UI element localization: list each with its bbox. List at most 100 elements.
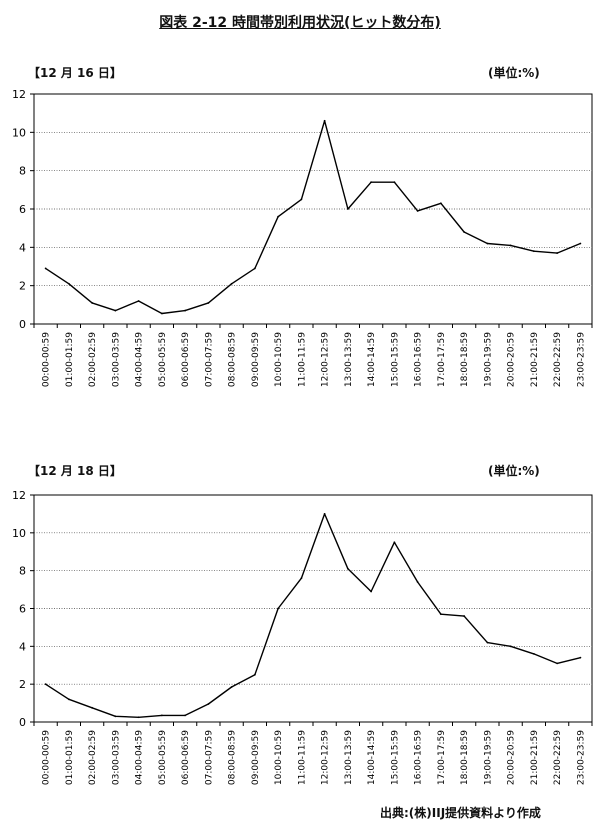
- data-point: [230, 282, 233, 285]
- data-point: [370, 181, 373, 184]
- data-point: [207, 302, 210, 304]
- data-point: [556, 662, 559, 665]
- x-tick-label: 14:00-14:59: [367, 332, 377, 387]
- x-tick-label: 14:00-14:59: [367, 730, 377, 785]
- x-tick-label: 09:00-09:59: [251, 332, 261, 387]
- data-point: [137, 300, 140, 302]
- x-tick-label: 11:00-11:59: [297, 730, 307, 785]
- unit-label-2: (単位:%): [488, 464, 540, 478]
- x-tick-label: 11:00-11:59: [297, 332, 307, 387]
- data-point: [370, 590, 373, 593]
- y-tick-label: 12: [12, 489, 26, 502]
- data-point: [160, 312, 163, 315]
- y-tick-label: 10: [12, 126, 26, 139]
- x-tick-label: 04:00-04:59: [135, 730, 145, 785]
- data-point: [323, 119, 326, 122]
- source-note: 出典:(株)IIJ提供資料より作成: [380, 806, 541, 820]
- data-point: [556, 252, 559, 254]
- x-tick-label: 09:00-09:59: [251, 730, 261, 785]
- x-tick-label: 05:00-05:59: [158, 332, 168, 387]
- data-point: [509, 244, 512, 247]
- x-tick-label: 05:00-05:59: [158, 730, 168, 785]
- data-point: [346, 208, 349, 210]
- y-tick-label: 12: [12, 88, 26, 101]
- data-point: [579, 242, 582, 245]
- x-tick-label: 16:00-16:59: [414, 730, 424, 785]
- panel-label-1: 【12 月 16 日】: [28, 66, 122, 80]
- data-point: [486, 242, 489, 245]
- data-point: [91, 302, 94, 304]
- data-point: [253, 267, 256, 270]
- data-point: [532, 250, 535, 253]
- data-point: [114, 309, 117, 312]
- data-point: [393, 541, 396, 544]
- data-point: [416, 210, 419, 212]
- data-point: [44, 683, 47, 686]
- data-point: [230, 686, 233, 688]
- x-tick-label: 02:00-02:59: [88, 332, 98, 387]
- x-tick-label: 03:00-03:59: [111, 332, 121, 387]
- data-point: [44, 267, 47, 270]
- plot-area-dec18: [33, 494, 593, 723]
- x-tick-label: 04:00-04:59: [135, 332, 145, 387]
- x-tick-label: 07:00-07:59: [204, 332, 214, 387]
- data-point: [184, 714, 187, 717]
- data-point: [277, 607, 280, 610]
- data-point: [160, 714, 163, 717]
- data-point: [67, 698, 70, 701]
- data-point: [463, 615, 466, 617]
- data-point: [300, 198, 303, 201]
- data-point: [323, 513, 326, 515]
- data-point: [509, 645, 512, 648]
- x-tick-label: 22:00-22:59: [553, 332, 563, 387]
- y-tick-label: 0: [19, 716, 26, 729]
- y-tick-label: 6: [19, 203, 26, 216]
- series-line-dec18: [45, 513, 581, 719]
- data-point: [207, 703, 210, 705]
- y-tick-label: 4: [19, 241, 26, 254]
- figure-title: 図表 2-12 時間帯別利用状況(ヒット数分布): [159, 15, 441, 31]
- data-point: [277, 215, 280, 218]
- x-tick-label: 17:00-17:59: [437, 730, 447, 785]
- x-tick-label: 12:00-12:59: [321, 332, 331, 387]
- data-point: [439, 202, 442, 205]
- x-tick-label: 17:00-17:59: [437, 332, 447, 387]
- y-tick-label: 0: [19, 318, 26, 331]
- y-tick-label: 4: [19, 640, 26, 653]
- x-tick-label: 20:00-20:59: [507, 332, 517, 387]
- data-point: [439, 613, 442, 616]
- y-tick-label: 2: [19, 678, 26, 691]
- data-point: [300, 577, 303, 580]
- x-tick-label: 18:00-18:59: [460, 730, 470, 785]
- x-tick-label: 00:00-00:59: [42, 730, 52, 785]
- series-line-dec16: [45, 120, 581, 315]
- x-tick-label: 23:00-23:59: [576, 730, 586, 785]
- panel-label-2: 【12 月 18 日】: [28, 464, 122, 478]
- x-tick-label: 01:00-01:59: [65, 332, 75, 387]
- x-tick-label: 10:00-10:59: [274, 730, 284, 785]
- x-tick-label: 21:00-21:59: [530, 730, 540, 785]
- x-tick-label: 08:00-08:59: [228, 730, 238, 785]
- y-tick-label: 8: [19, 165, 26, 178]
- x-tick-label: 01:00-01:59: [65, 730, 75, 785]
- data-point: [184, 309, 187, 312]
- unit-label-1: (単位:%): [488, 66, 540, 80]
- data-point: [253, 673, 256, 676]
- data-point: [346, 567, 349, 570]
- x-tick-label: 20:00-20:59: [507, 730, 517, 785]
- y-tick-label: 6: [19, 603, 26, 616]
- data-point: [532, 653, 535, 655]
- plot-area-dec16: [33, 93, 593, 325]
- x-tick-label: 12:00-12:59: [321, 730, 331, 785]
- x-tick-label: 03:00-03:59: [111, 730, 121, 785]
- x-tick-label: 19:00-19:59: [483, 730, 493, 785]
- line-chart-dec18: 0 2 4 6 8 10 12 00:00-00:59 01:00-01:59 02:00-02:…: [12, 489, 593, 785]
- x-tick-label: 23:00-23:59: [576, 332, 586, 387]
- data-point: [91, 706, 94, 709]
- x-tick-label: 18:00-18:59: [460, 332, 470, 387]
- y-tick-label: 10: [12, 527, 26, 540]
- x-tick-label: 15:00-15:59: [390, 730, 400, 785]
- data-point: [393, 181, 396, 184]
- data-point: [463, 231, 466, 233]
- x-tick-label: 15:00-15:59: [390, 332, 400, 387]
